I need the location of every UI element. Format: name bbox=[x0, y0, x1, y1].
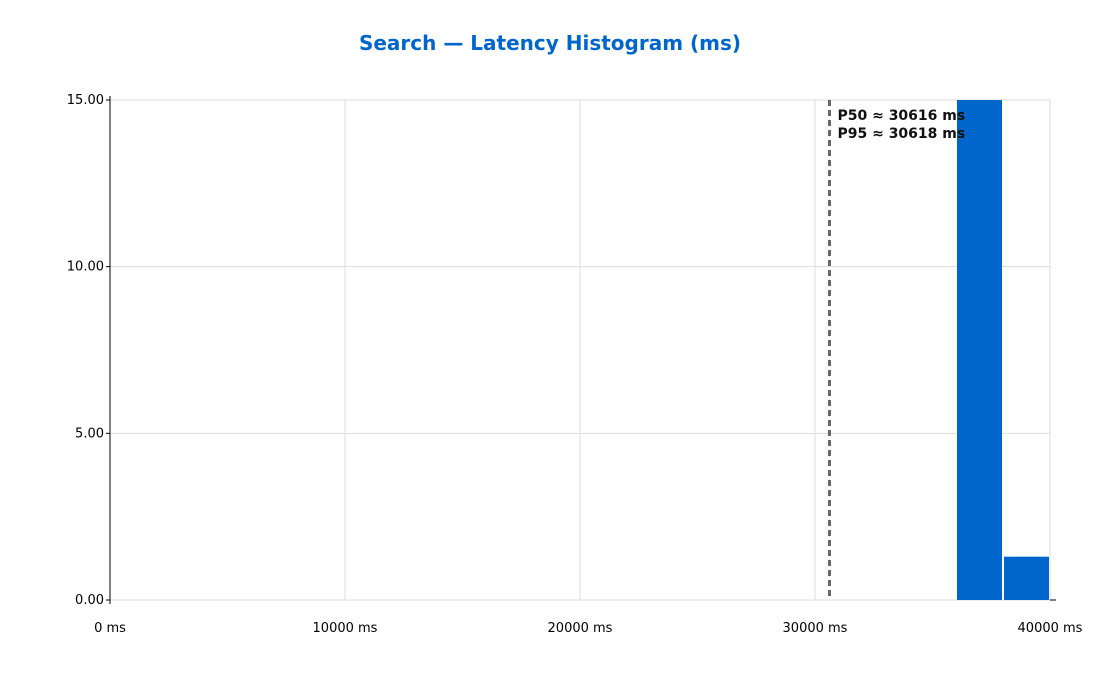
percentile-annotation: P50 ≈ 30616 ms bbox=[837, 108, 965, 124]
annotation-layer: P50 ≈ 30616 ms P95 ≈ 30618 ms bbox=[837, 108, 965, 142]
axis-layer: 0.00 5.00 10.00 15.00 0 ms 10000 ms 20000 ms 30… bbox=[67, 93, 1083, 636]
histogram-bar bbox=[1004, 556, 1049, 600]
percentile-annotation: P95 ≈ 30618 ms bbox=[837, 126, 965, 142]
y-tick-label: 15.00 bbox=[67, 93, 104, 108]
y-tick-label: 0.00 bbox=[75, 593, 104, 608]
x-tick-label: 30000 ms bbox=[783, 621, 848, 636]
bar-layer bbox=[957, 100, 1049, 600]
x-tick-label: 0 ms bbox=[94, 621, 126, 636]
histogram-bar bbox=[957, 100, 1002, 600]
chart-title: Search — Latency Histogram (ms) bbox=[359, 31, 741, 55]
y-tick-label: 5.00 bbox=[75, 426, 104, 441]
x-tick-label: 20000 ms bbox=[548, 621, 613, 636]
grid-layer bbox=[109, 99, 1051, 601]
x-tick-label: 10000 ms bbox=[313, 621, 378, 636]
y-tick-label: 10.00 bbox=[67, 260, 104, 275]
x-tick-label: 40000 ms bbox=[1018, 621, 1083, 636]
